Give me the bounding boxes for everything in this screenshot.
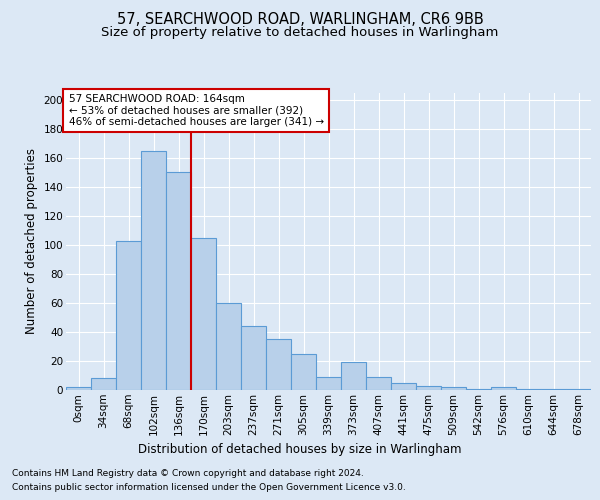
Text: 57, SEARCHWOOD ROAD, WARLINGHAM, CR6 9BB: 57, SEARCHWOOD ROAD, WARLINGHAM, CR6 9BB: [116, 12, 484, 28]
Text: Contains HM Land Registry data © Crown copyright and database right 2024.: Contains HM Land Registry data © Crown c…: [12, 469, 364, 478]
Bar: [516, 388, 541, 390]
Bar: [216, 303, 241, 390]
Bar: [316, 377, 341, 390]
Bar: [491, 387, 516, 390]
Bar: [116, 240, 141, 390]
Bar: [91, 378, 116, 390]
Bar: [191, 238, 216, 390]
Bar: [141, 150, 166, 390]
Bar: [391, 382, 416, 390]
Text: Size of property relative to detached houses in Warlingham: Size of property relative to detached ho…: [101, 26, 499, 39]
Bar: [66, 387, 91, 390]
Text: Contains public sector information licensed under the Open Government Licence v3: Contains public sector information licen…: [12, 482, 406, 492]
Bar: [241, 326, 266, 390]
Bar: [266, 339, 291, 390]
Bar: [566, 388, 591, 390]
Bar: [341, 362, 366, 390]
Bar: [166, 172, 191, 390]
Bar: [291, 354, 316, 390]
Bar: [366, 377, 391, 390]
Bar: [541, 388, 566, 390]
Text: Distribution of detached houses by size in Warlingham: Distribution of detached houses by size …: [138, 442, 462, 456]
Bar: [441, 387, 466, 390]
Bar: [416, 386, 441, 390]
Bar: [466, 388, 491, 390]
Y-axis label: Number of detached properties: Number of detached properties: [25, 148, 38, 334]
Text: 57 SEARCHWOOD ROAD: 164sqm
← 53% of detached houses are smaller (392)
46% of sem: 57 SEARCHWOOD ROAD: 164sqm ← 53% of deta…: [68, 94, 324, 127]
